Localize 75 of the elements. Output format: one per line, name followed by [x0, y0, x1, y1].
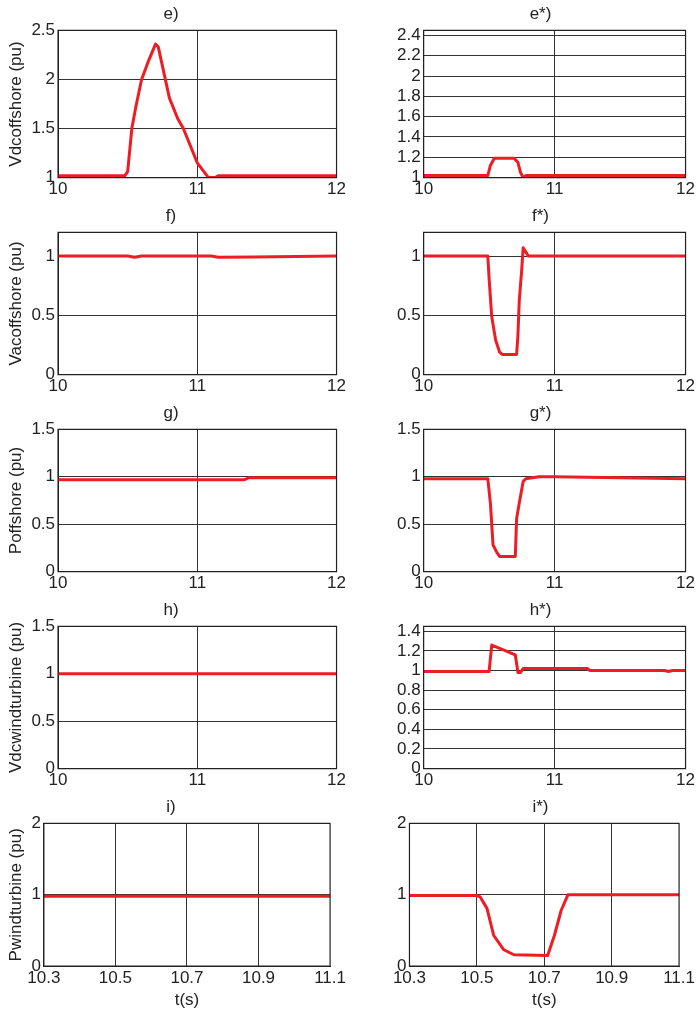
- y-tick-label: 1.4: [396, 620, 421, 640]
- y-tick-label: 1: [411, 245, 421, 265]
- y-tick-label: 0.5: [31, 305, 56, 325]
- y-tick-label: 1: [45, 466, 56, 486]
- y-tick-label: 2: [396, 813, 407, 833]
- x-tick-label: 12: [327, 376, 347, 396]
- y-tick-label: 1.2: [396, 146, 421, 166]
- y-tick-label: 0.4: [396, 719, 421, 739]
- x-tick-label: 12: [676, 376, 696, 396]
- x-axis-title: t(s): [532, 990, 557, 1010]
- x-tick-label: 11: [545, 179, 564, 199]
- x-tick-label: 12: [327, 770, 347, 790]
- x-tick-label: 12: [327, 179, 347, 199]
- y-tick-label: 2: [45, 69, 56, 89]
- y-tick-label: 1.8: [396, 86, 421, 106]
- x-tick-label: 10.7: [170, 968, 204, 988]
- y-tick-label: 1.5: [396, 419, 421, 439]
- chart-title: f): [165, 205, 177, 225]
- y-tick-label: 1: [396, 884, 407, 904]
- x-tick-label: 10.5: [460, 968, 494, 988]
- x-tick-label: 12: [327, 573, 347, 593]
- x-tick-label: 11: [188, 770, 207, 790]
- y-axis-title: Vdcoffshore (pu): [5, 41, 25, 167]
- y-tick-label: 2.5: [31, 20, 56, 40]
- chart-title: h): [163, 599, 179, 619]
- x-tick-label: 12: [676, 770, 696, 790]
- chart-title: e*): [529, 3, 552, 23]
- y-tick-label: 1: [45, 245, 56, 265]
- x-tick-label: 11: [545, 770, 564, 790]
- y-tick-label: 2.2: [396, 45, 421, 65]
- y-tick-label: 1: [411, 466, 421, 486]
- y-tick-label: 0.5: [31, 513, 56, 533]
- y-axis-title: Vacoffshore (pu): [5, 241, 25, 366]
- x-tick-label: 11: [188, 573, 207, 593]
- x-tick-label: 11: [188, 376, 207, 396]
- y-tick-label: 1.5: [31, 616, 56, 636]
- chart-title: e): [163, 3, 179, 23]
- x-tick-label: 12: [676, 573, 696, 593]
- y-tick-label: 2: [31, 813, 41, 833]
- y-tick-label: 0.5: [31, 710, 56, 730]
- chart-title: g): [163, 402, 179, 422]
- x-tick-label: 11.1: [663, 968, 695, 988]
- y-tick-label: 1.2: [396, 640, 421, 660]
- x-tick-label: 11: [188, 179, 207, 199]
- x-tick-label: 10.9: [595, 968, 629, 988]
- y-tick-label: 1.4: [396, 126, 421, 146]
- y-tick-label: 0.8: [396, 679, 421, 699]
- y-tick-label: 2: [411, 65, 421, 85]
- y-tick-label: 1: [45, 663, 56, 683]
- x-tick-label: 10.9: [241, 968, 276, 988]
- y-axis-title: Poffshore (pu): [5, 446, 25, 555]
- x-tick-label: 10.5: [98, 968, 132, 988]
- x-tick-label: 12: [676, 179, 696, 199]
- chart-title: f*): [532, 205, 549, 225]
- y-axis-title: Vdcwindturbine (pu): [5, 621, 25, 774]
- y-tick-label: 1: [411, 660, 421, 680]
- y-axis-title: Pwindturbine (pu): [5, 828, 25, 962]
- y-tick-label: 0.5: [396, 513, 421, 533]
- x-axis-title: t(s): [174, 990, 200, 1010]
- y-tick-label: 0.2: [396, 738, 421, 758]
- x-tick-label: 11: [545, 573, 564, 593]
- y-tick-label: 0.6: [396, 699, 421, 719]
- y-tick-label: 0.5: [396, 305, 421, 325]
- x-tick-label: 11.1: [314, 968, 346, 988]
- y-tick-label: 1.5: [31, 419, 56, 439]
- chart-title: g*): [529, 402, 552, 422]
- x-tick-label: 11: [545, 376, 564, 396]
- x-tick-label: 10.7: [527, 968, 561, 988]
- chart-title: i): [166, 796, 176, 816]
- y-tick-label: 1.5: [31, 118, 56, 138]
- y-tick-label: 1: [31, 884, 41, 904]
- y-tick-label: 2.4: [396, 25, 421, 45]
- y-tick-label: 1.6: [396, 106, 421, 126]
- chart-title: h*): [529, 599, 552, 619]
- chart-title: i*): [532, 796, 549, 816]
